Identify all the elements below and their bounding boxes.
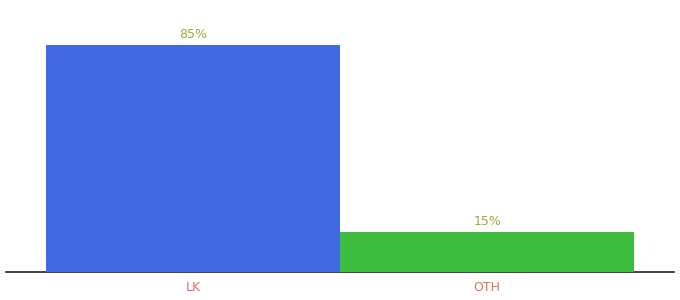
Text: 85%: 85%	[179, 28, 207, 41]
Text: 15%: 15%	[473, 215, 501, 228]
Bar	[46, 46, 340, 272]
Bar	[340, 232, 634, 272]
